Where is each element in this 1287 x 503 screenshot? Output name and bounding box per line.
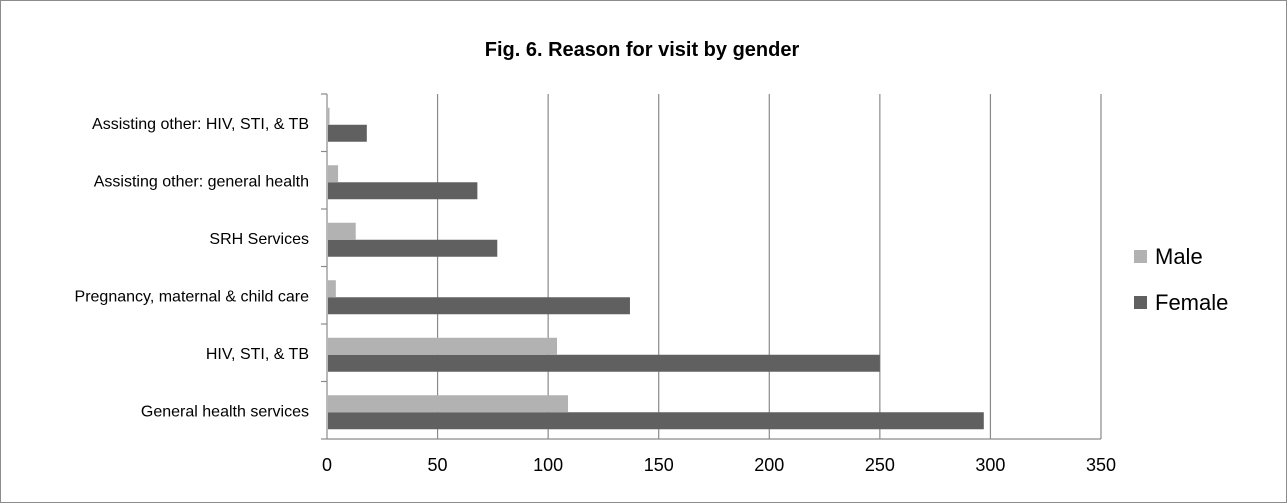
category-label: Pregnancy, maternal & child care	[75, 288, 310, 305]
legend-label: Female	[1155, 290, 1228, 315]
chart-title: Fig. 6. Reason for visit by gender	[485, 39, 800, 61]
x-tick-label: 250	[865, 455, 895, 475]
bars	[328, 107, 984, 430]
bar-female	[328, 239, 498, 257]
legend-swatch	[1134, 250, 1147, 263]
x-tick-label: 50	[428, 455, 448, 475]
bar-male	[328, 222, 356, 240]
legend-swatch	[1134, 296, 1147, 309]
bar-female	[328, 124, 367, 142]
gridlines	[436, 94, 1102, 439]
bar-male	[328, 395, 569, 413]
axes	[321, 93, 1101, 440]
category-labels: General health services HIV, STI, & TB Pre…	[75, 116, 310, 421]
bar-female	[328, 297, 630, 315]
legend: Male Female	[1134, 244, 1228, 315]
bar-male	[328, 165, 339, 183]
bar-male	[328, 107, 330, 125]
category-label: General health services	[141, 403, 309, 420]
bar-male	[328, 337, 557, 355]
tick-labels: 0 50 100 150 200 250 300 350	[322, 455, 1116, 475]
bar-female	[328, 182, 478, 200]
category-label: SRH Services	[209, 231, 309, 248]
x-tick-label: 350	[1086, 455, 1116, 475]
x-tick-label: 100	[533, 455, 563, 475]
bar-male	[328, 280, 336, 298]
x-tick-label: 300	[975, 455, 1005, 475]
bar-female	[328, 412, 984, 430]
x-tick-label: 150	[644, 455, 674, 475]
category-label: Assisting other: HIV, STI, & TB	[92, 116, 309, 133]
category-label: Assisting other: general health	[94, 173, 309, 190]
category-label: HIV, STI, & TB	[206, 346, 309, 363]
x-tick-label: 0	[322, 455, 332, 475]
bar-female	[328, 354, 880, 372]
legend-label: Male	[1155, 244, 1203, 269]
x-tick-label: 200	[754, 455, 784, 475]
